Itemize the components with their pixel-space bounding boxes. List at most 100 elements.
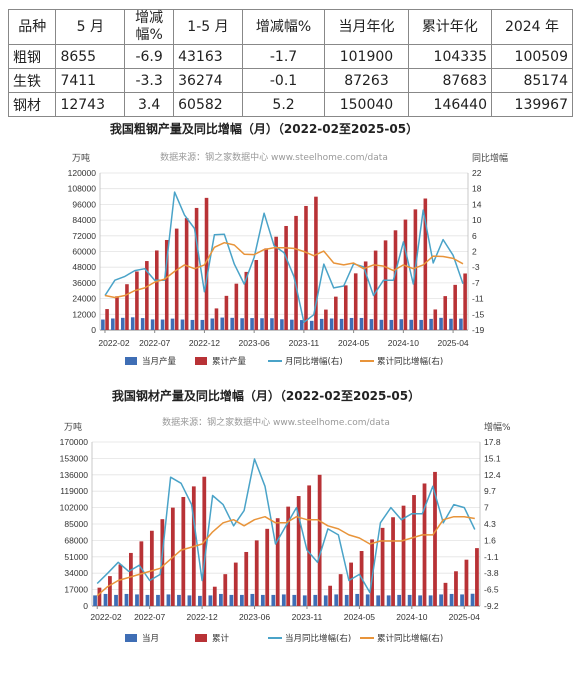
left-tick-label: 170000 (60, 437, 89, 447)
cumulative-bar (274, 236, 278, 330)
cumulative-bar (363, 261, 368, 330)
monthly-bar (302, 595, 307, 606)
left-axis-unit: 万吨 (72, 152, 90, 164)
table-cell: 101900 (324, 44, 409, 69)
legend-swatch (125, 357, 137, 365)
monthly-bar (166, 594, 171, 606)
chart-source: 数据来源：钢之家数据中心 www.steelhome.com/data (162, 416, 390, 428)
legend-label: 累计同比增幅(右) (377, 356, 443, 367)
cumulative-bar (422, 483, 427, 606)
monthly-bar (379, 319, 384, 330)
table-cell: 85174 (491, 68, 573, 93)
left-tick-label: 120000 (68, 168, 97, 178)
monthly-bar (250, 318, 254, 330)
cumulative-bar (265, 528, 270, 606)
left-tick-label: 36000 (72, 278, 96, 288)
monthly-bar (130, 317, 135, 330)
table-row: 生铁 7411 -3.3 36274 -0.1 87263 87683 8517… (7, 68, 573, 93)
table-cell: 87263 (324, 68, 409, 93)
cumulative-bar (443, 582, 448, 606)
x-tick-label: 2022-02 (98, 338, 129, 348)
cumulative-bar (244, 551, 249, 606)
monthly-bar (369, 319, 374, 330)
cumulative-bar (115, 296, 119, 330)
x-tick-label: 2022-07 (134, 612, 165, 622)
x-tick-label: 2024-05 (338, 338, 369, 348)
cumulative-bar (174, 228, 179, 330)
monthly-bar (240, 318, 244, 330)
header-cell: 2024 年 (491, 9, 573, 45)
left-tick-label: 119000 (60, 486, 88, 496)
table-cell: 104335 (407, 44, 493, 69)
x-tick-label: 2022-12 (187, 612, 218, 622)
cumulative-bar (349, 562, 353, 606)
cumulative-bar (433, 471, 437, 606)
legend-label: 当月产量 (142, 356, 177, 367)
chart-title: 我国钢材产量及同比增幅（月）（2022-02至2025-05） (112, 388, 420, 403)
monthly-bar (135, 594, 139, 606)
table-cell: 粗钢 (7, 44, 57, 69)
monthly-bar (111, 318, 115, 330)
monthly-bar (376, 595, 381, 606)
monthly-bar (156, 594, 160, 606)
cumulative-bar (184, 218, 189, 330)
monthly-bar (449, 318, 453, 330)
right-tick-label: -19 (472, 325, 485, 335)
cumulative-bar (475, 548, 479, 606)
header-cell: 当月年化 (324, 9, 409, 45)
crude-steel-chart: 我国粗钢产量及同比增幅（月）（2022-02至2025-05） 数据来源：钢之家数… (68, 121, 508, 367)
legend-swatch (195, 634, 207, 642)
cumulative-bar (403, 219, 408, 330)
cumulative-bar (254, 540, 259, 606)
left-tick-label: 102000 (60, 503, 89, 513)
cumulative-bar (454, 571, 458, 606)
right-tick-label: -3 (472, 262, 480, 272)
left-tick-label: 34000 (64, 568, 88, 578)
left-tick-label: 72000 (72, 231, 96, 241)
monthly-bar (359, 317, 364, 330)
monthly-bar (300, 320, 304, 330)
table-cell: 生铁 (7, 68, 57, 93)
monthly-bar (281, 594, 286, 606)
cumulative-bar (296, 496, 301, 606)
cumulative-bar (223, 574, 228, 606)
cumulative-bar (443, 296, 448, 330)
monthly-bar (399, 319, 404, 330)
right-tick-label: 7 (484, 503, 489, 513)
monthly-bar (230, 317, 234, 330)
table-cell: 12743 (55, 92, 126, 117)
monthly-bar (439, 594, 443, 606)
cumulative-bar (324, 309, 328, 330)
monthly-bar (397, 594, 402, 606)
monthly-bar (260, 318, 264, 330)
cumulative-bar (307, 485, 312, 606)
cumulative-bar (373, 250, 378, 330)
chart-title: 我国粗钢产量及同比增幅（月）（2022-02至2025-05） (110, 121, 418, 136)
monthly-yoy-line (104, 191, 464, 324)
table-cell: 钢材 (7, 92, 57, 117)
left-tick-label: 0 (91, 325, 96, 335)
cumulative-bar (129, 552, 133, 606)
monthly-bar (329, 318, 334, 330)
cumulative-bar (212, 586, 217, 606)
monthly-bar (386, 595, 391, 606)
right-axis-unit: 同比增幅 (472, 152, 508, 164)
monthly-bar (292, 594, 297, 606)
monthly-bar (389, 319, 394, 330)
cumulative-bar (328, 585, 333, 606)
header-cell: 增减幅% (124, 9, 175, 45)
cumulative-bar (105, 309, 109, 330)
cumulative-bar (275, 518, 280, 606)
monthly-bar (229, 594, 234, 606)
table-cell: 7411 (55, 68, 126, 93)
monthly-bar (418, 595, 423, 606)
cumulative-bar (412, 495, 416, 606)
monthly-bar (260, 594, 265, 606)
right-tick-label: -6.5 (484, 585, 499, 595)
left-tick-label: 96000 (72, 199, 96, 209)
cumulative-bar (214, 308, 219, 330)
monthly-bar (290, 319, 294, 330)
monthly-bar (250, 593, 255, 606)
monthly-bar (208, 595, 213, 606)
left-tick-label: 48000 (72, 262, 96, 272)
